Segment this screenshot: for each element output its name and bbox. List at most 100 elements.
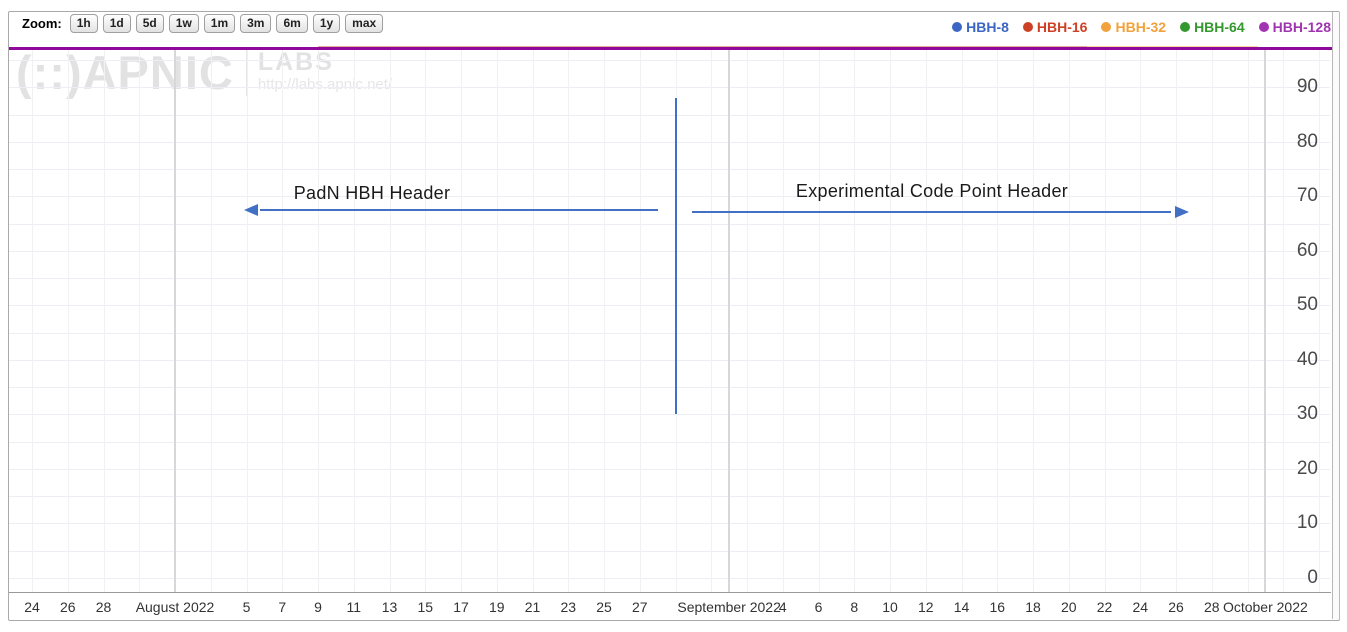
vertical-gridline [282,47,284,592]
horizontal-gridline [9,441,1330,443]
vertical-gridline [246,47,248,592]
x-axis-month-label: August 2022 [135,599,215,615]
x-axis-tick-label: 21 [524,599,541,615]
x-axis-tick-label: 23 [560,599,577,615]
legend-label: HBH-64 [1194,19,1245,35]
legend-item-hbh-32[interactable]: HBH-32 [1101,19,1166,35]
vertical-gridline [318,47,319,592]
zoom-button-1y[interactable]: 1y [312,14,341,33]
vertical-gridline [639,47,641,592]
y-axis-tick-label: 20 [1296,457,1318,479]
zoom-toolbar: Zoom: 1h 1d 5d 1w 1m 3m 6m 1y max [22,14,384,33]
horizontal-gridline [9,468,1330,470]
vertical-gridline [890,47,891,592]
vertical-gridline [1068,47,1070,592]
x-axis-tick-label: 27 [631,599,648,615]
zoom-button-5d[interactable]: 5d [135,14,164,33]
horizontal-gridline [9,278,1330,280]
horizontal-gridline [9,196,1330,198]
horizontal-gridline [9,87,1330,89]
x-axis-tick-label: 17 [453,599,469,615]
horizontal-gridline [9,387,1330,389]
legend: HBH-8 HBH-16 HBH-32 HBH-64 HBH-128 [952,19,1331,35]
x-axis-tick-label: 13 [381,599,398,615]
x-axis-tick-label: 24 [24,599,40,615]
vertical-gridline [604,47,605,592]
zoom-button-1m[interactable]: 1m [203,14,236,33]
vertical-gridline [782,47,784,592]
annotation-arrowhead-icon [244,203,259,216]
horizontal-gridline [9,114,1330,116]
x-axis-tick-label: 20 [1060,599,1077,615]
zoom-button-1d[interactable]: 1d [102,14,131,33]
annotation-arrow-line [691,210,1172,213]
vertical-gridline [1211,47,1213,592]
annotation-experimental-code-point-header: Experimental Code Point Header [795,181,1069,201]
zoom-button-1w[interactable]: 1w [168,14,199,33]
legend-item-hbh-16[interactable]: HBH-16 [1022,19,1087,35]
x-axis-month-label: September 2022 [677,599,781,615]
annotation-arrow-line [260,208,658,211]
series-hbh-128 [8,47,1339,50]
chart-frame [8,11,1340,621]
labs-url: http://labs.apnic.net/ [257,76,393,93]
horizontal-gridline [9,359,1330,361]
legend-label: HBH-32 [1115,19,1167,35]
x-axis-tick-label: 14 [953,599,970,615]
x-axis-month-label: October 2022 [1222,599,1308,615]
horizontal-gridline [9,550,1330,552]
vertical-gridline [103,47,105,592]
vertical-gridline [1247,47,1249,592]
vertical-gridline [1319,47,1320,592]
annotation-padn-hbh-header: PadN HBH Header [293,183,451,203]
y-axis-tick-label: 80 [1296,130,1318,152]
vertical-gridline [1140,47,1142,592]
horizontal-gridline [9,523,1330,525]
x-axis-tick-label: 6 [814,599,823,615]
month-gridline [1264,47,1267,592]
zoom-button-3m[interactable]: 3m [240,14,272,33]
y-axis-tick-label: 50 [1296,294,1318,316]
horizontal-gridline [9,141,1330,143]
x-axis-tick-label: 15 [417,599,434,615]
legend-marker-icon [1258,22,1269,32]
vertical-gridline [1283,47,1285,592]
vertical-gridline [461,47,462,592]
horizontal-gridline [9,223,1330,225]
x-axis-tick-label: 16 [989,599,1006,615]
horizontal-gridline [9,250,1330,252]
annotation-vertical-line [674,98,677,415]
x-axis-tick-label: 19 [488,599,505,615]
legend-marker-icon [1022,22,1033,32]
vertical-gridline [925,47,927,592]
legend-item-hbh-8[interactable]: HBH-8 [952,19,1009,35]
vertical-gridline [568,47,570,592]
month-gridline [728,47,731,592]
x-axis-tick-label: 11 [346,599,362,615]
vertical-gridline [532,47,534,592]
legend-item-hbh-64[interactable]: HBH-64 [1180,19,1245,35]
legend-marker-icon [1180,22,1191,32]
vertical-gridline [1033,47,1034,592]
zoom-button-max[interactable]: max [345,14,384,33]
x-axis-tick-label: 26 [1168,599,1184,615]
zoom-button-1h[interactable]: 1h [69,14,98,33]
vertical-gridline [210,47,212,592]
series-hbh-32 [1086,46,1259,48]
y-axis-tick-label: 30 [1296,403,1318,425]
horizontal-gridline [9,578,1330,579]
vertical-scrollbar[interactable] [1332,12,1340,619]
legend-label: HBH-128 [1272,19,1331,35]
x-axis-tick-label: 18 [1025,599,1041,615]
labs-label: LABS [257,48,334,76]
legend-marker-icon [1101,22,1112,32]
month-gridline [174,47,176,592]
zoom-button-6m[interactable]: 6m [276,14,308,33]
vertical-gridline [711,47,713,592]
legend-item-hbh-128[interactable]: HBH-128 [1258,19,1331,35]
vertical-gridline [1104,47,1106,592]
x-axis-tick-label: 8 [850,599,859,615]
series-hbh-16 [318,46,1087,48]
horizontal-gridline [9,414,1330,416]
vertical-gridline [997,47,999,592]
